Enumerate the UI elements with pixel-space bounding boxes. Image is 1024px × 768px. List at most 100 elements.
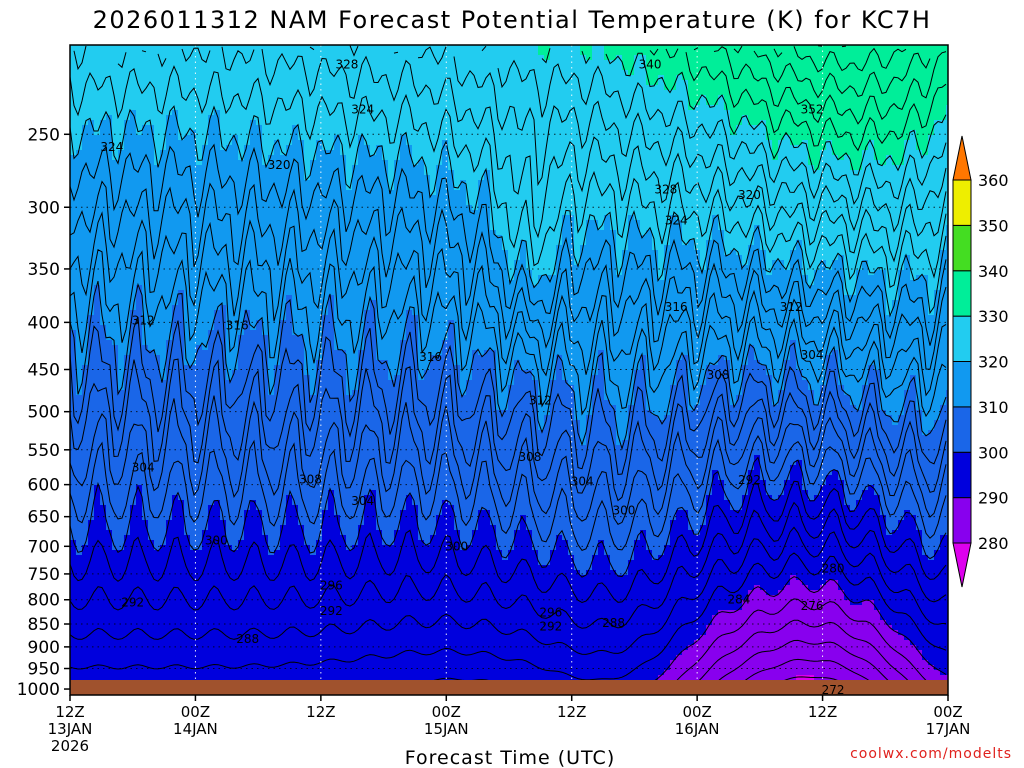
contour-cell <box>682 650 923 656</box>
contour-cell <box>766 125 935 131</box>
contour-cell <box>646 535 671 541</box>
contour-cell <box>658 270 665 276</box>
contour-cell <box>70 325 89 331</box>
contour-cell <box>106 505 131 511</box>
contour-cell <box>748 115 947 121</box>
contour-cell <box>724 95 948 101</box>
contour-cell <box>100 285 137 291</box>
contour-cell <box>658 275 665 281</box>
contour-cell <box>166 350 185 356</box>
contour-cell <box>316 150 341 156</box>
contour-cell <box>808 490 821 496</box>
contour-cell <box>94 120 101 126</box>
contour-cell <box>688 525 701 531</box>
contour-cell <box>520 525 527 531</box>
contour-cell <box>376 350 401 356</box>
contour-cell <box>178 115 209 121</box>
contour-cell <box>172 310 185 316</box>
contour-cell <box>916 405 941 411</box>
contour-cell <box>790 575 797 581</box>
contour-cell <box>238 340 269 346</box>
contour-cell <box>604 545 635 551</box>
contour-cell <box>340 520 365 526</box>
contour-cell <box>580 50 593 56</box>
contour-cell <box>70 200 467 206</box>
x-tick-label: 12Z <box>306 703 335 721</box>
contour-cell <box>142 300 179 306</box>
contour-cell <box>496 540 515 546</box>
contour-cell <box>946 230 948 236</box>
contour-cell <box>700 260 707 266</box>
contour-cell <box>166 370 227 376</box>
contour-cell <box>628 420 893 426</box>
contour-cell <box>682 75 948 81</box>
contour-cell <box>526 265 557 271</box>
contour-cell <box>520 360 557 366</box>
contour-cell <box>184 310 215 316</box>
contour-cell <box>88 360 119 366</box>
contour-cell <box>208 340 227 346</box>
contour-cell <box>304 150 317 156</box>
contour-cell <box>472 535 497 541</box>
contour-cell <box>586 440 617 446</box>
contour-cell <box>802 265 821 271</box>
contour-cell <box>670 235 683 241</box>
contour-cell <box>328 310 335 316</box>
contour-cell <box>940 260 948 266</box>
contour-cell <box>604 365 641 371</box>
contour-cell <box>586 220 599 226</box>
contour-cell <box>400 510 419 516</box>
contour-cell <box>676 365 689 371</box>
contour-cell <box>70 455 755 461</box>
contour-cell <box>112 540 125 546</box>
contour-cell <box>466 195 479 201</box>
contour-cell <box>874 140 905 146</box>
y-tick-label: 900 <box>28 638 60 658</box>
contour-cell <box>130 115 137 121</box>
contour-cell <box>322 320 335 326</box>
contour-label: 288 <box>602 616 625 630</box>
contour-cell <box>676 215 713 221</box>
contour-cell <box>574 400 593 406</box>
contour-cell <box>70 645 689 651</box>
contour-cell <box>670 390 689 396</box>
contour-cell <box>466 180 479 186</box>
credit-link[interactable]: coolwx.com/modelts <box>850 746 1012 762</box>
contour-cell <box>850 160 863 166</box>
contour-cell <box>262 320 281 326</box>
contour-cell <box>130 110 137 116</box>
contour-cell <box>76 335 89 341</box>
contour-cell <box>580 45 593 51</box>
contour-cell <box>886 520 899 526</box>
contour-cell <box>586 570 617 576</box>
contour-cell <box>508 265 515 271</box>
contour-cell <box>322 515 341 521</box>
contour-cell <box>580 255 617 261</box>
contour-cell <box>310 385 317 391</box>
contour-cell <box>220 115 731 121</box>
contour-cell <box>556 270 617 276</box>
contour-cell <box>364 310 377 316</box>
contour-cell <box>328 495 335 501</box>
contour-cell <box>304 145 317 151</box>
contour-cell <box>550 390 575 396</box>
contour-cell <box>490 510 677 516</box>
contour-cell <box>598 350 605 356</box>
contour-cell <box>670 405 689 411</box>
contour-cell <box>694 530 701 536</box>
contour-cell <box>280 325 293 331</box>
contour-cell <box>670 535 923 541</box>
contour-cell <box>568 380 593 386</box>
contour-cell <box>70 305 95 311</box>
contour-cell <box>280 525 305 531</box>
contour-cell <box>304 160 311 166</box>
contour-cell <box>796 365 827 371</box>
contour-cell <box>514 540 533 546</box>
contour-cell <box>784 370 803 376</box>
contour-cell <box>424 540 431 546</box>
contour-cell <box>598 225 605 231</box>
contour-cell <box>88 335 107 341</box>
contour-cell <box>226 370 233 376</box>
contour-cell <box>886 620 948 626</box>
isoline-286 <box>685 619 923 695</box>
